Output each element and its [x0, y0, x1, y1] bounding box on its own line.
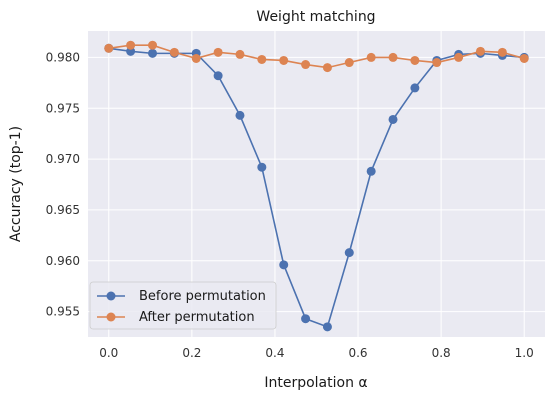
data-point-after — [213, 47, 223, 57]
data-point-after — [104, 43, 114, 53]
x-tick-label: 0.0 — [99, 346, 118, 360]
data-point-before — [366, 166, 376, 176]
data-point-before — [148, 48, 158, 58]
y-tick-label: 0.955 — [46, 305, 80, 319]
chart-title: Weight matching — [256, 9, 375, 25]
data-point-after — [279, 55, 289, 65]
data-point-after — [344, 58, 354, 68]
data-point-before — [279, 260, 289, 270]
legend-label-after: After permutation — [139, 310, 255, 325]
tick-labels: 0.0 0.2 0.4 0.6 0.8 1.0 0.955 0.960 0.965 0.970 0.… — [46, 50, 534, 360]
legend-marker-before — [106, 291, 116, 301]
data-point-after — [475, 46, 485, 56]
data-point-after — [388, 52, 398, 62]
legend-marker-after — [106, 312, 116, 322]
legend: Before permutation After permutation — [89, 281, 277, 330]
x-axis-label: Interpolation α — [264, 375, 367, 391]
y-tick-label: 0.960 — [46, 254, 80, 268]
data-point-before — [344, 248, 354, 258]
x-tick-label: 0.4 — [265, 346, 284, 360]
grid — [88, 31, 545, 337]
data-point-after — [126, 40, 136, 50]
data-point-after — [410, 55, 420, 65]
data-point-after — [366, 52, 376, 62]
data-point-after — [497, 47, 507, 57]
x-tick-label: 0.6 — [348, 346, 367, 360]
legend-label-before: Before permutation — [139, 289, 266, 304]
data-point-before — [213, 71, 223, 81]
data-point-after — [169, 47, 179, 57]
y-axis-label: Accuracy (top-1) — [8, 126, 24, 242]
y-tick-label: 0.975 — [46, 101, 80, 115]
data-point-after — [454, 52, 464, 62]
x-tick-label: 1.0 — [515, 346, 534, 360]
series-layer — [104, 40, 529, 332]
data-point-before — [301, 314, 311, 324]
series-after — [104, 40, 529, 73]
data-point-before — [388, 114, 398, 124]
data-point-after — [235, 49, 245, 59]
data-point-before — [410, 83, 420, 93]
x-tick-label: 0.8 — [432, 346, 451, 360]
data-point-after — [191, 53, 201, 63]
data-point-before — [235, 110, 245, 120]
legend-box — [89, 281, 277, 330]
x-tick-label: 0.2 — [182, 346, 201, 360]
data-point-after — [432, 58, 442, 68]
data-point-after — [301, 60, 311, 70]
data-point-before — [322, 322, 332, 332]
data-point-after — [322, 63, 332, 73]
y-tick-label: 0.980 — [46, 50, 80, 64]
y-tick-label: 0.970 — [46, 152, 80, 166]
data-point-after — [519, 53, 529, 63]
data-point-after — [148, 40, 158, 50]
y-tick-label: 0.965 — [46, 203, 80, 217]
data-point-before — [257, 162, 267, 172]
data-point-after — [257, 54, 267, 64]
